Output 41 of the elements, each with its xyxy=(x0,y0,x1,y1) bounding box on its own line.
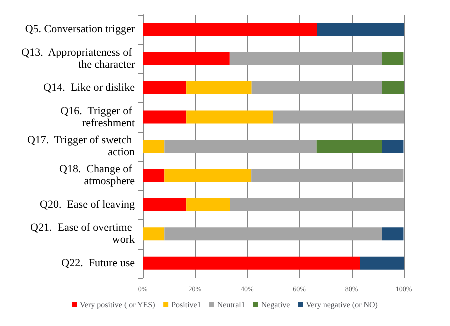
y-tick-label: Q5. Conversation trigger xyxy=(25,24,136,36)
y-tick-label: Q17. Trigger of swetch action xyxy=(27,134,136,158)
bar xyxy=(382,52,404,66)
bar xyxy=(382,82,404,95)
bar xyxy=(186,110,274,124)
y-tick-label: Q21. Ease of overtime work xyxy=(30,222,136,246)
y-tick-label: Q22. Future use xyxy=(62,257,136,270)
bar xyxy=(143,110,187,124)
bar xyxy=(143,169,165,182)
bar xyxy=(164,169,252,182)
legend-label: Very negative (or NO) xyxy=(306,300,378,310)
bar xyxy=(252,169,404,182)
y-tick-label: Q14. Like or dislike xyxy=(44,82,136,94)
bar xyxy=(230,198,404,212)
bar xyxy=(143,23,318,36)
bar xyxy=(186,82,252,95)
bar xyxy=(230,52,382,66)
bar xyxy=(382,228,404,241)
bar xyxy=(164,228,382,241)
bar xyxy=(252,82,382,95)
bar xyxy=(143,228,165,241)
bar xyxy=(143,198,187,212)
y-tick-label: Q16. Trigger of refreshment xyxy=(60,105,135,130)
bar xyxy=(316,140,382,153)
legend-label: Neutral1 xyxy=(217,300,246,310)
bar xyxy=(143,82,187,95)
bar xyxy=(164,140,317,153)
bar xyxy=(382,140,404,153)
bar xyxy=(143,256,360,270)
y-tick-label: Q18. Change of atmosphere xyxy=(60,164,136,188)
bar xyxy=(143,140,165,153)
y-tick-label: Q20. Ease of leaving xyxy=(40,198,136,211)
legend-label: Very positive ( or YES) xyxy=(80,300,156,310)
legend-label: Positive1 xyxy=(172,300,202,310)
bar xyxy=(186,198,230,212)
y-tick-label: Q13. Appropriateness of the character xyxy=(22,46,136,71)
legend-label: Negative xyxy=(261,300,291,310)
bar xyxy=(360,256,404,270)
bar xyxy=(274,110,404,124)
bar xyxy=(317,23,404,36)
bar xyxy=(143,52,230,66)
